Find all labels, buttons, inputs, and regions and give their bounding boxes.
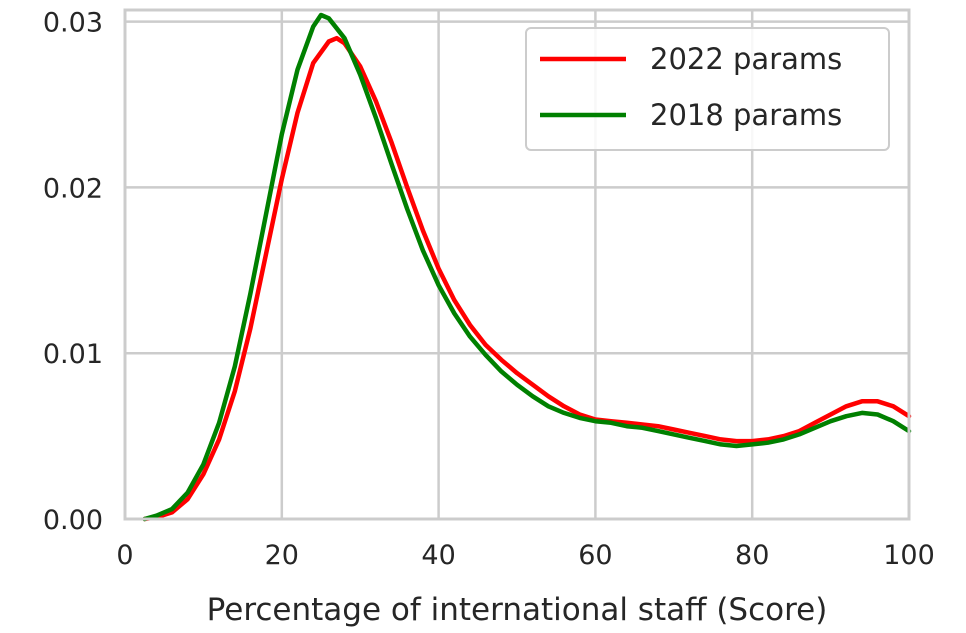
- plot-frame: [123, 8, 911, 521]
- x-axis-label: Percentage of international staff (Score…: [207, 592, 828, 628]
- x-tick-label: 20: [265, 540, 299, 571]
- series-line-1: [142, 12, 912, 522]
- legend-label: 2022 params: [650, 42, 842, 76]
- x-tick-label: 40: [421, 540, 455, 571]
- series-layer: [142, 12, 912, 522]
- x-tick-label: 60: [578, 540, 612, 571]
- x-tick-label: 100: [883, 540, 935, 571]
- x-tick-label: 80: [735, 540, 769, 571]
- y-tick-label: 0.00: [43, 505, 103, 536]
- x-tick-label: 0: [116, 540, 133, 571]
- legend: 2022 params 2018 params: [525, 27, 890, 151]
- legend-label: 2018 params: [650, 98, 842, 132]
- y-tick-label: 0.01: [43, 339, 103, 370]
- y-tick-label: 0.02: [43, 173, 103, 204]
- tick-labels: 0 20 40 60 80 100 0.00 0.01 0.02 0.03: [43, 8, 935, 571]
- y-tick-label: 0.03: [43, 8, 103, 39]
- series-line-0: [142, 35, 912, 522]
